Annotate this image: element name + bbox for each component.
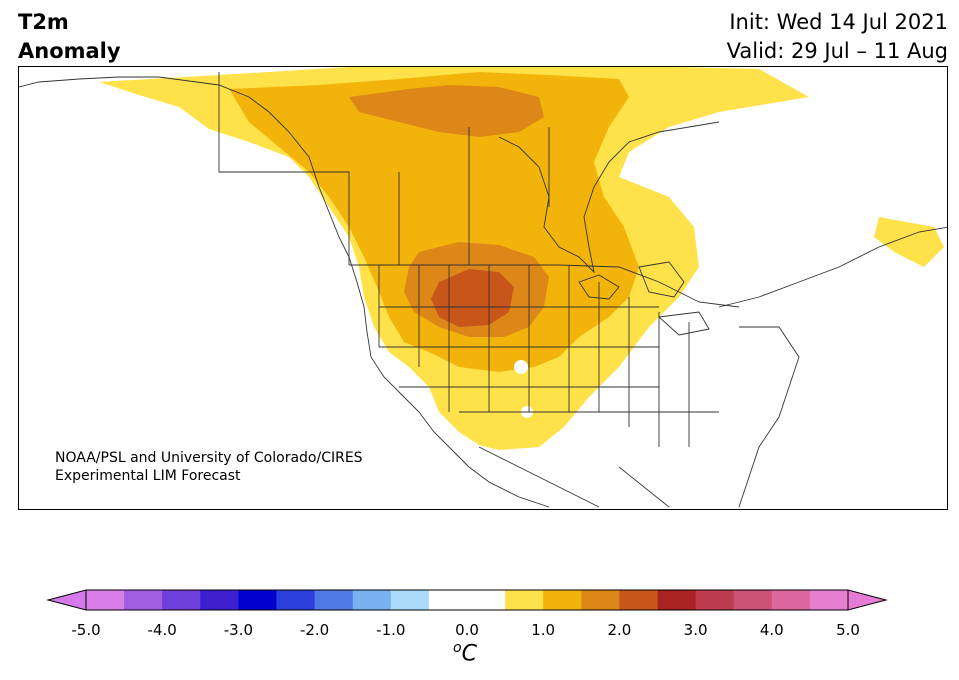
colorbar-cell [467,590,506,610]
title-line-1: T2m [18,10,69,34]
anomaly-map [18,66,948,510]
colorbar-cell [581,590,620,610]
colorbar-tick-label: 2.0 [607,621,632,639]
colorbar-tick-label: 0.0 [455,621,479,639]
colorbar-cell [505,590,544,610]
colorbar-tick-label: 4.0 [759,621,784,639]
colorbar-cell [390,590,430,610]
colorbar-cell [543,590,582,610]
colorbar-cell [276,590,316,610]
colorbar-tick-label: -4.0 [147,621,177,639]
anomaly-contour-1p5 [349,85,544,137]
colorbar-over-arrow [847,589,888,611]
colorbar-tick-label: 3.0 [683,621,708,639]
colorbar-cell [124,590,163,610]
colorbar-cell [314,590,354,610]
colorbar-cell [733,590,773,610]
anomaly-fill [99,67,944,450]
credit-line-2: Experimental LIM Forecast [55,468,241,484]
units-label: C [461,641,477,667]
colorbar-tick-label: 5.0 [836,621,860,639]
colorbar-cell [619,590,658,610]
credit-line-1: NOAA/PSL and University of Colorado/CIRE… [55,450,363,466]
colorbar-tick-label: -2.0 [299,621,330,639]
colorbar-tick-label: -1.0 [376,621,406,639]
colorbar-tick-label: -5.0 [71,621,101,639]
colorbar-cell [695,590,735,610]
colorbar-cell [809,590,849,610]
colorbar-tick-label: -3.0 [223,621,254,639]
init-date: Init: Wed 14 Jul 2021 [729,10,948,34]
colorbar-cells [86,590,849,610]
credit-text: NOAA/PSL and University of Colorado/CIRE… [55,449,363,485]
colorbar-cell [86,590,125,610]
anomaly-contour-2p0 [431,269,514,327]
colorbar-cell [352,590,392,610]
colorbar-cell [771,590,811,610]
map-svg [19,67,947,508]
colorbar [46,589,888,611]
colorbar-cell [200,590,239,610]
coastlines-borders [19,72,947,508]
units-prefix: o [453,640,462,656]
title-line-2: Anomaly [18,39,121,63]
colorbar-tick-label: 1.0 [531,621,556,639]
valid-range: Valid: 29 Jul – 11 Aug [726,39,948,63]
colorbar-under-arrow [46,589,87,611]
colorbar-cell [657,590,697,610]
forecast-dates: Init: Wed 14 Jul 2021 Valid: 29 Jul – 11… [727,8,948,66]
colorbar-units: oC [453,640,477,666]
colorbar-outline [85,589,849,611]
colorbar-cell [238,590,277,610]
colorbar-cell [428,590,468,610]
colorbar-cell [162,590,201,610]
map-title: T2m Anomaly [18,8,121,66]
